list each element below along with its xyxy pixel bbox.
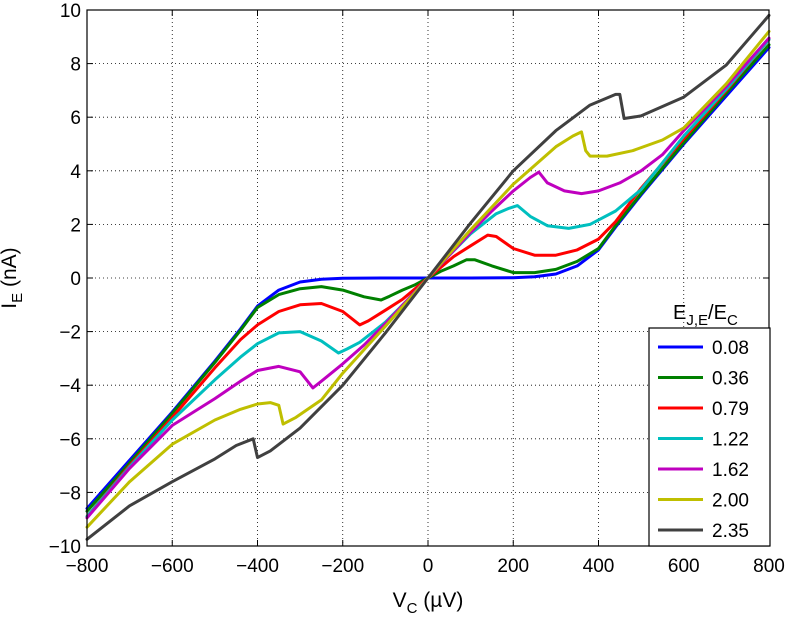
legend-entries: 0.08 0.36 0.79 1.22 1.62 2.00 2.35 (658, 338, 749, 542)
y-tick-label: −6 (59, 430, 81, 451)
y-tick-label: 8 (70, 55, 81, 76)
x-tick-label: −600 (151, 556, 194, 577)
x-tick-label: 400 (583, 556, 615, 577)
legend: EJ,E/EC 0.08 0.36 0.79 1.22 1.62 2.00 2.35 (648, 302, 771, 547)
y-axis-label: IE (nA) (0, 247, 26, 308)
legend-title-sub1: J,E (686, 312, 708, 329)
x-tick-label: −400 (236, 556, 279, 577)
x-axis-label-sub: C (407, 600, 418, 617)
legend-label: 1.22 (712, 430, 749, 451)
y-axis-label-unit: (nA) (0, 247, 21, 293)
legend-title: EJ,E/EC (673, 302, 738, 329)
x-tick-label: 600 (668, 556, 700, 577)
x-axis-label-unit: (µV) (417, 589, 463, 612)
legend-label: 2.00 (712, 491, 749, 512)
legend-label: 2.35 (712, 521, 749, 542)
x-tick-label: −200 (321, 556, 364, 577)
y-tick-label: −2 (59, 323, 81, 344)
data-series (85, 13, 771, 541)
x-tick-label: 0 (423, 556, 434, 577)
legend-label: 0.79 (712, 399, 749, 420)
legend-label: 1.62 (712, 460, 749, 481)
y-tick-label: 0 (70, 269, 81, 290)
legend-title-sub2: C (727, 312, 738, 329)
x-tick-label: −800 (66, 556, 109, 577)
y-tick-label: 6 (70, 108, 81, 129)
y-tick-label: 2 (70, 215, 81, 236)
x-axis-label: VC (µV) (393, 589, 464, 617)
axis-ticks: −800 −600 −400 −200 0 200 400 600 800 −10 −8 −6 −4 −2… (49, 1, 785, 577)
y-tick-label: 4 (70, 162, 81, 183)
y-tick-label: −8 (59, 483, 81, 504)
x-tick-label: 800 (753, 556, 785, 577)
y-axis-label-sub: E (9, 293, 26, 303)
legend-title-main: E (673, 302, 686, 324)
legend-label: 0.36 (712, 369, 749, 390)
series-line-2.35 (85, 13, 771, 541)
y-tick-label: −10 (49, 537, 81, 558)
legend-title-slash: /E (708, 302, 727, 324)
x-axis-label-main: V (393, 589, 407, 612)
y-tick-label: −4 (59, 376, 81, 397)
y-axis-label-main: I (0, 303, 21, 309)
y-tick-label: 10 (60, 1, 81, 22)
legend-label: 0.08 (712, 338, 749, 359)
x-tick-label: 200 (497, 556, 529, 577)
